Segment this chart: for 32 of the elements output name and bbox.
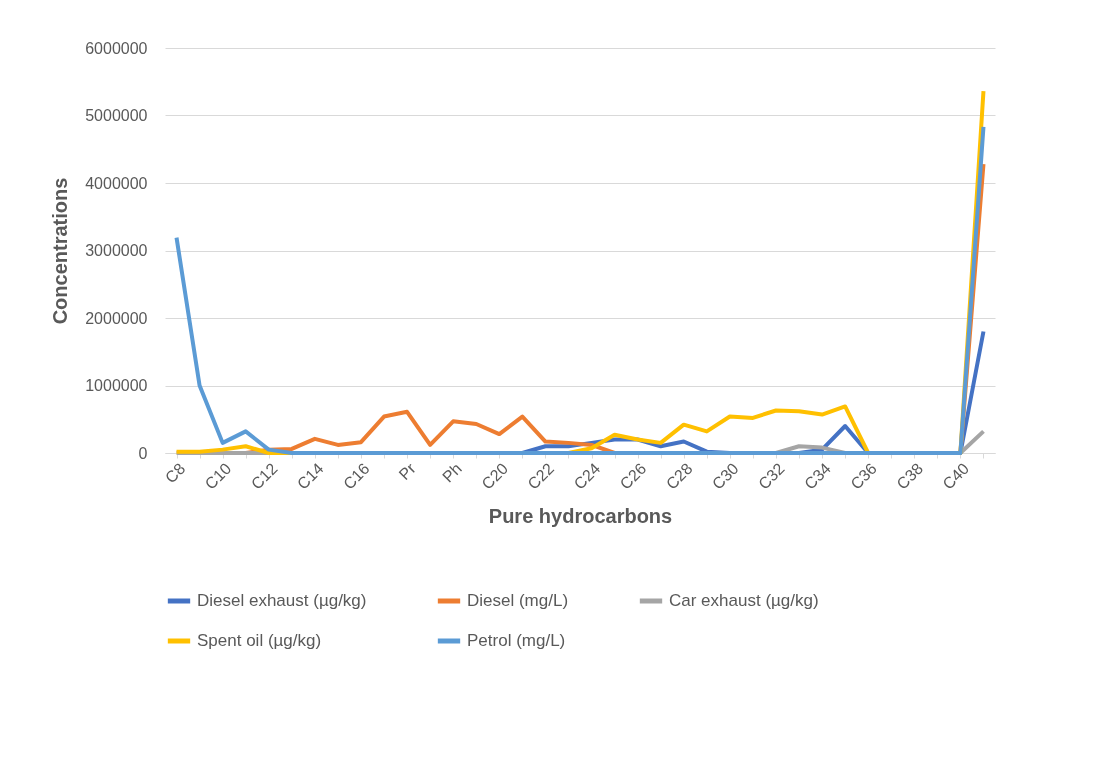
x-tick-label: C34 <box>801 459 834 493</box>
y-tick-label: 1000000 <box>85 377 148 394</box>
x-tick-label: C38 <box>893 459 927 493</box>
y-tick-label: 5000000 <box>85 107 148 124</box>
x-tick-label: C16 <box>340 459 373 493</box>
x-tick-label: C40 <box>939 459 973 493</box>
x-tick-label: C32 <box>755 459 788 493</box>
x-tick-label: C36 <box>847 459 881 493</box>
y-tick-label: 4000000 <box>85 174 148 192</box>
x-tick-label: C14 <box>293 459 327 493</box>
legend-label: Diesel (mg/L) <box>467 591 569 610</box>
x-tick-label: Pr <box>395 459 420 484</box>
x-tick-label: C20 <box>478 459 512 493</box>
legend-label: Petrol (mg/L) <box>467 631 566 650</box>
y-tick-label: 3000000 <box>85 242 148 259</box>
y-tick-label: 2000000 <box>85 309 148 327</box>
x-tick-label: C28 <box>662 459 696 493</box>
x-tick-label: C12 <box>247 459 281 493</box>
x-tick-label: C24 <box>570 459 604 493</box>
y-tick-label: 6000000 <box>85 39 148 57</box>
x-tick-label: Ph <box>439 459 466 486</box>
legend-label: Diesel exhaust (µg/kg) <box>197 591 367 610</box>
y-axis-title: Concentrations <box>49 177 72 325</box>
x-tick-label: C10 <box>201 459 235 493</box>
x-axis-title: Pure hydrocarbons <box>488 504 673 527</box>
y-tick-label: 0 <box>138 444 148 462</box>
x-tick-label: C8 <box>161 459 189 487</box>
legend-label: Spent oil (µg/kg) <box>197 631 322 650</box>
x-tick-label: C30 <box>708 459 742 493</box>
x-tick-label: C26 <box>616 459 650 493</box>
x-tick-label: C22 <box>524 459 558 493</box>
legend-label: Car exhaust (µg/kg) <box>669 591 819 610</box>
